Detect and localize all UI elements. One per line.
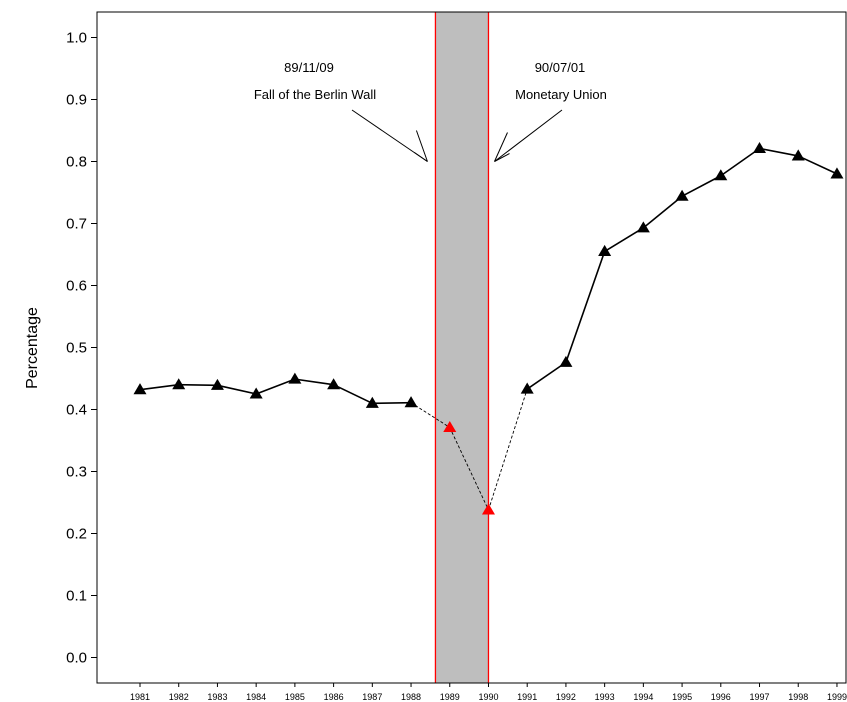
series-segment <box>526 361 567 390</box>
x-tick-label: 1999 <box>827 692 847 702</box>
x-tick-label: 1988 <box>401 692 421 702</box>
series-segment <box>333 383 373 405</box>
data-point <box>210 378 224 390</box>
annotation-arrow-union <box>494 109 563 162</box>
series-segment <box>604 227 644 253</box>
data-point <box>520 382 534 394</box>
x-tick-label: 1992 <box>556 692 576 702</box>
series-segment <box>797 155 838 175</box>
x-tick-label: 1985 <box>285 692 305 702</box>
series-segment <box>759 147 799 157</box>
data-point <box>365 396 379 408</box>
series-segment <box>681 175 722 197</box>
x-tick-label: 1983 <box>207 692 227 702</box>
y-tick-label: 0.0 <box>66 650 87 667</box>
y-ticks: 0.0 0.1 0.2 0.3 0.4 0.5 0.6 0.7 0.8 0.9 1.0 <box>66 30 97 667</box>
series-segment <box>488 388 528 511</box>
y-tick-label: 0.7 <box>66 216 87 233</box>
y-tick-label: 0.3 <box>66 464 87 481</box>
arrowhead-union <box>494 132 508 162</box>
y-tick-label: 1.0 <box>66 30 87 47</box>
series-segment <box>294 378 334 386</box>
x-tick-label: 1998 <box>788 692 808 702</box>
data-point <box>714 169 728 181</box>
annotation-date-wall: 89/11/09 <box>284 60 334 75</box>
x-tick-label: 1984 <box>246 692 266 702</box>
data-point <box>327 378 341 390</box>
series-segment <box>178 383 218 387</box>
series-segment <box>565 251 606 363</box>
data-point <box>753 141 767 154</box>
x-tick-label: 1981 <box>130 692 150 702</box>
arrowhead-wall <box>415 130 428 162</box>
data-point <box>133 383 147 395</box>
y-tick-label: 0.4 <box>66 402 87 419</box>
x-ticks: 1981 1982 1983 1984 1985 1986 1987 1988 1989 1990… <box>130 683 847 702</box>
shaded-region <box>435 12 489 683</box>
data-point <box>481 503 495 515</box>
series-layer <box>133 141 844 515</box>
x-tick-label: 1991 <box>517 692 537 702</box>
x-tick-label: 1996 <box>711 692 731 702</box>
series-segment <box>449 427 489 511</box>
data-point <box>791 149 805 161</box>
data-point <box>249 387 263 399</box>
annotation-label-wall: Fall of the Berlin Wall <box>254 87 376 102</box>
data-point <box>636 221 650 233</box>
y-tick-label: 0.8 <box>66 154 87 171</box>
y-tick-label: 0.5 <box>66 340 87 357</box>
data-point <box>288 372 302 384</box>
shaded-region-layer <box>434 12 490 683</box>
series-segment <box>410 402 451 428</box>
data-point <box>443 420 457 433</box>
series-segment <box>217 384 257 395</box>
annotation-date-union: 90/07/01 <box>535 60 586 75</box>
y-tick-label: 0.1 <box>66 588 87 605</box>
series-segment <box>642 195 683 229</box>
series-segment <box>372 401 412 405</box>
data-point <box>172 378 186 390</box>
y-tick-label: 0.6 <box>66 278 87 295</box>
y-tick-label: 0.9 <box>66 92 87 109</box>
x-tick-label: 1989 <box>440 692 460 702</box>
annotation-label-union: Monetary Union <box>515 87 607 102</box>
x-tick-label: 1997 <box>750 692 770 702</box>
data-point <box>559 355 573 367</box>
x-tick-label: 1986 <box>324 692 344 702</box>
series-segment <box>255 378 296 395</box>
data-point <box>830 167 844 179</box>
y-axis-title: Percentage <box>24 307 41 389</box>
x-tick-label: 1987 <box>362 692 382 702</box>
x-tick-label: 1993 <box>595 692 615 702</box>
x-tick-label: 1994 <box>633 692 653 702</box>
series-segment <box>139 383 179 391</box>
data-point <box>598 244 612 256</box>
arrowhead-union <box>494 153 510 162</box>
x-tick-label: 1995 <box>672 692 692 702</box>
data-point <box>675 189 689 201</box>
arrowhead-wall <box>414 152 428 162</box>
x-tick-label: 1982 <box>169 692 189 702</box>
y-tick-label: 0.2 <box>66 526 87 543</box>
x-tick-label: 1990 <box>478 692 498 702</box>
annotation-layer: 89/11/09 Fall of the Berlin Wall 90/07/01 M… <box>254 60 607 162</box>
data-point <box>404 396 418 408</box>
